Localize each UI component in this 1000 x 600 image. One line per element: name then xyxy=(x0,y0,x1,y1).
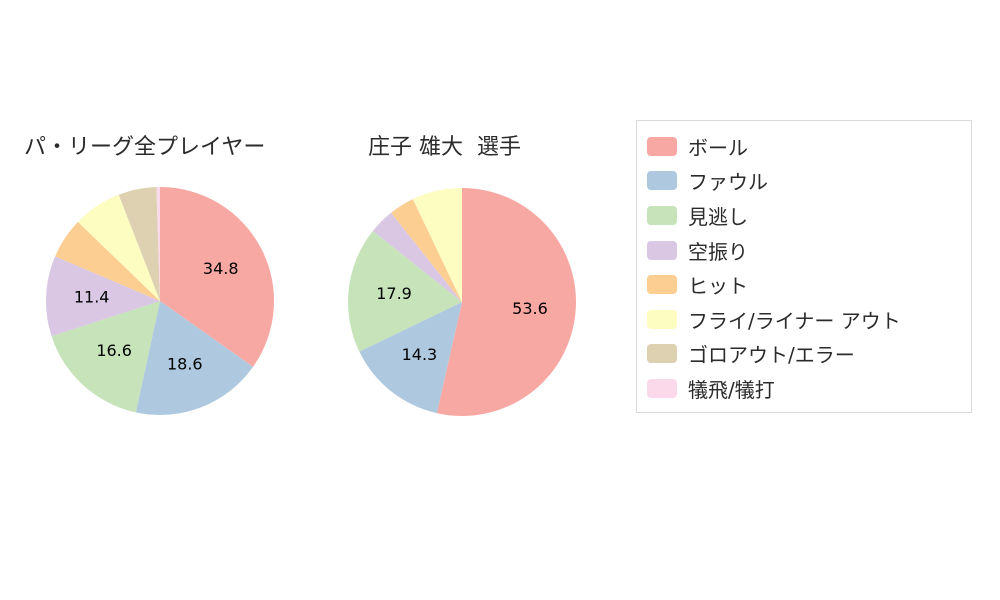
legend-swatch-looking xyxy=(647,205,677,225)
pie-slice xyxy=(77,194,160,301)
pie-slice xyxy=(412,188,462,302)
legend-label-looking: 見逃し xyxy=(688,204,748,229)
legend-label-sacrifice: 犠飛/犠打 xyxy=(688,377,775,402)
legend-item-sacrifice: 犠飛/犠打 xyxy=(647,371,971,406)
legend-swatch-sacrifice xyxy=(647,378,677,398)
pie-slice xyxy=(118,187,160,301)
legend-swatch-hit xyxy=(647,275,677,295)
legend-swatch-foul xyxy=(647,171,677,191)
legend-item-ball: ボール xyxy=(647,129,971,164)
pie-slice xyxy=(51,301,160,413)
legend: ボール ファウル 見逃し 空振り ヒット フライ/ライナー アウト ゴロアウト/… xyxy=(636,120,972,413)
pie-slice xyxy=(359,302,462,414)
legend-label-groundout-error: ゴロアウト/エラー xyxy=(688,343,855,368)
legend-swatch-ball xyxy=(647,136,677,156)
legend-swatch-groundout-error xyxy=(647,344,677,364)
pie-slice-label: 11.4 xyxy=(74,287,110,306)
pie-slice-label: 16.6 xyxy=(96,341,132,360)
legend-label-hit: ヒット xyxy=(688,274,748,299)
left-pie-title: パ・リーグ全プレイヤー xyxy=(24,135,266,160)
legend-label-ball: ボール xyxy=(688,135,748,160)
legend-item-fly-liner-out: フライ/ライナー アウト xyxy=(647,302,971,337)
pie-slice xyxy=(372,212,462,302)
legend-item-foul: ファウル xyxy=(647,164,971,199)
legend-swatch-fly-liner-out xyxy=(647,309,677,329)
pie-slice-label: 18.6 xyxy=(167,354,203,373)
pie-slice xyxy=(347,230,462,352)
legend-item-looking: 見逃し xyxy=(647,198,971,233)
legend-label-swinging: 空振り xyxy=(688,239,748,264)
legend-item-swinging: 空振り xyxy=(647,233,971,268)
pie-slice-label: 34.8 xyxy=(203,259,239,278)
pie-slice xyxy=(436,188,576,416)
pie-slice-label: 53.6 xyxy=(512,299,548,318)
pie-slice xyxy=(135,301,254,415)
pie-slice-label: 14.3 xyxy=(402,345,438,364)
pie-slice xyxy=(156,187,160,301)
legend-item-groundout-error: ゴロアウト/エラー xyxy=(647,337,971,372)
pie-slice xyxy=(55,221,161,301)
pie-chart-right: 53.6 14.3 17.9 xyxy=(347,188,576,416)
legend-swatch-swinging xyxy=(647,240,677,260)
legend-label-foul: ファウル xyxy=(688,170,768,195)
pie-chart-left: 34.8 18.6 16.6 11.4 xyxy=(45,187,274,415)
legend-label-fly-liner-out: フライ/ライナー アウト xyxy=(688,308,901,333)
pie-slice xyxy=(160,187,274,367)
right-pie-title: 庄子 雄大 選手 xyxy=(368,135,521,160)
pie-slice xyxy=(45,256,161,337)
pie-slice xyxy=(391,199,462,302)
pie-slice-label: 17.9 xyxy=(376,284,412,303)
legend-item-hit: ヒット xyxy=(647,267,971,302)
